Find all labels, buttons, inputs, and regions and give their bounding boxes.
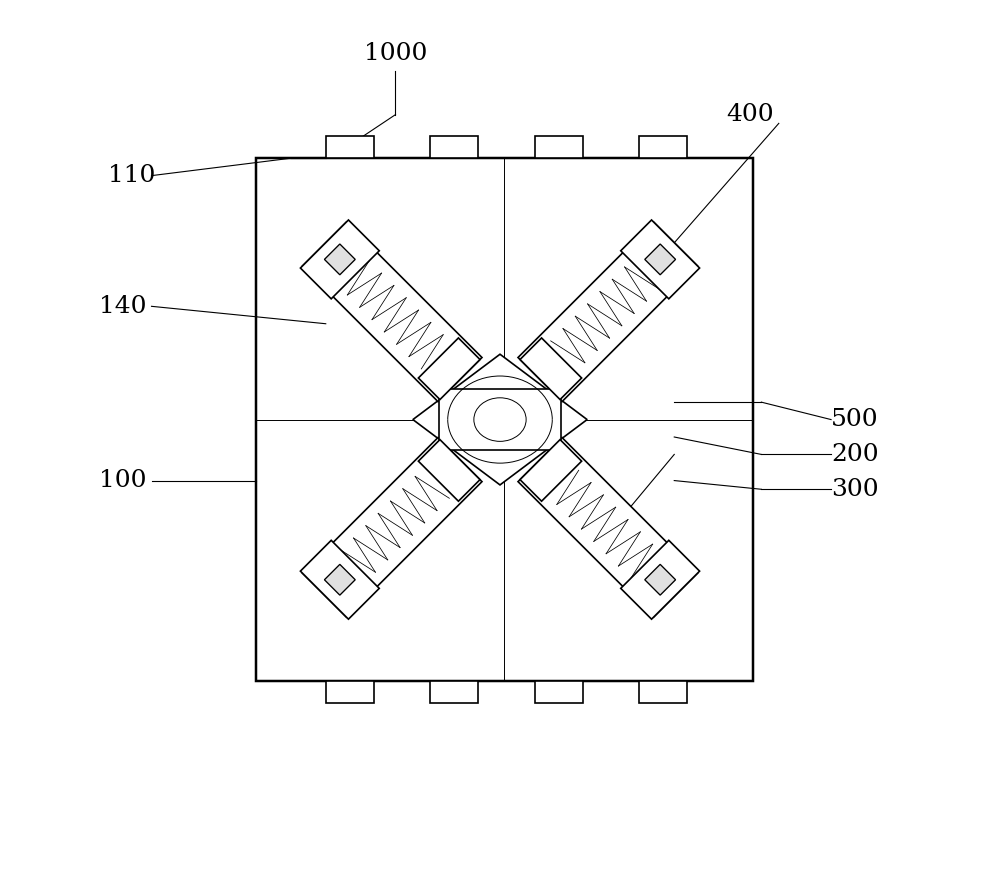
Polygon shape bbox=[418, 338, 480, 399]
Polygon shape bbox=[621, 540, 700, 619]
Bar bbox=[430, 681, 478, 703]
Bar bbox=[639, 136, 687, 158]
Bar bbox=[439, 389, 561, 450]
Polygon shape bbox=[300, 540, 379, 619]
Polygon shape bbox=[302, 438, 482, 617]
Bar bbox=[535, 136, 583, 158]
Polygon shape bbox=[645, 244, 676, 274]
Polygon shape bbox=[413, 354, 587, 485]
Bar bbox=[256, 158, 753, 681]
Polygon shape bbox=[324, 565, 355, 595]
Text: 110: 110 bbox=[108, 164, 155, 187]
Text: 300: 300 bbox=[831, 478, 879, 501]
Polygon shape bbox=[518, 438, 698, 617]
Polygon shape bbox=[621, 220, 700, 299]
Polygon shape bbox=[418, 440, 480, 501]
Text: 1000: 1000 bbox=[364, 42, 427, 66]
Polygon shape bbox=[645, 565, 676, 595]
Text: 100: 100 bbox=[99, 469, 147, 492]
Polygon shape bbox=[302, 222, 482, 401]
Polygon shape bbox=[300, 220, 379, 299]
Bar bbox=[639, 681, 687, 703]
Bar bbox=[535, 681, 583, 703]
Text: 500: 500 bbox=[831, 408, 879, 431]
Polygon shape bbox=[324, 244, 355, 274]
Bar bbox=[326, 136, 374, 158]
Text: 200: 200 bbox=[831, 443, 879, 466]
Polygon shape bbox=[518, 222, 698, 401]
Polygon shape bbox=[520, 440, 582, 501]
Bar bbox=[326, 681, 374, 703]
Text: 400: 400 bbox=[727, 103, 774, 126]
Bar bbox=[430, 136, 478, 158]
Polygon shape bbox=[520, 338, 582, 399]
Text: 140: 140 bbox=[99, 295, 147, 318]
